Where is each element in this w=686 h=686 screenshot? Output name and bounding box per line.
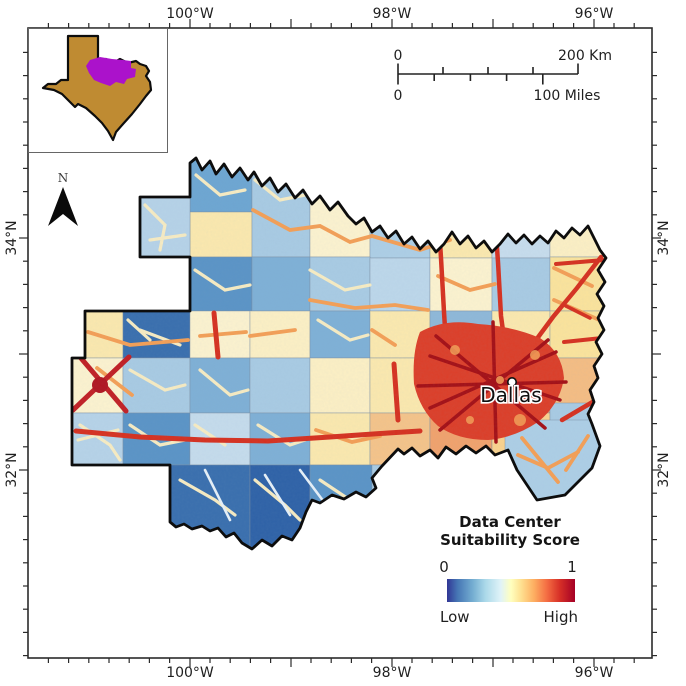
dallas-city-marker bbox=[506, 376, 517, 387]
graticule-ticks: 100°W 100°W 98°W 98°W 96°W 96°W 34°N 34°N 32°N 32… bbox=[4, 6, 672, 681]
scale-bar bbox=[397, 63, 579, 85]
scale-miles-min: 0 bbox=[394, 88, 403, 104]
legend-colorbar bbox=[447, 579, 575, 602]
legend-min-value: 0 bbox=[439, 558, 449, 576]
legend: Data Center Suitability Score 0 1 Low Hi… bbox=[439, 513, 580, 626]
north-arrow-icon bbox=[48, 187, 78, 226]
graticule-label: 32°N bbox=[656, 452, 672, 487]
scale-km-min: 0 bbox=[394, 48, 403, 64]
study-area-highlight bbox=[86, 57, 136, 86]
scale-km-max: 200 Km bbox=[558, 48, 612, 64]
texas-inset-map bbox=[28, 28, 168, 153]
legend-title-line2: Suitability Score bbox=[440, 531, 580, 549]
graticule-label: 96°W bbox=[575, 665, 614, 681]
graticule-label: 98°W bbox=[373, 665, 412, 681]
legend-max-value: 1 bbox=[567, 558, 577, 576]
graticule-label: 100°W bbox=[166, 6, 214, 22]
scale-miles-max: 100 Miles bbox=[534, 88, 601, 104]
graticule-label: 98°W bbox=[373, 6, 412, 22]
graticule-label: 100°W bbox=[166, 665, 214, 681]
graticule-label: 96°W bbox=[575, 6, 614, 22]
graticule-label: 32°N bbox=[4, 452, 20, 487]
north-label: N bbox=[58, 171, 69, 185]
graticule-label: 34°N bbox=[656, 220, 672, 255]
graticule-label: 34°N bbox=[4, 220, 20, 255]
legend-low-label: Low bbox=[440, 608, 470, 626]
dallas-city-label: Dallas bbox=[480, 383, 541, 407]
north-arrow: N bbox=[48, 171, 78, 226]
legend-title-line1: Data Center bbox=[459, 513, 561, 531]
legend-high-label: High bbox=[544, 608, 578, 626]
